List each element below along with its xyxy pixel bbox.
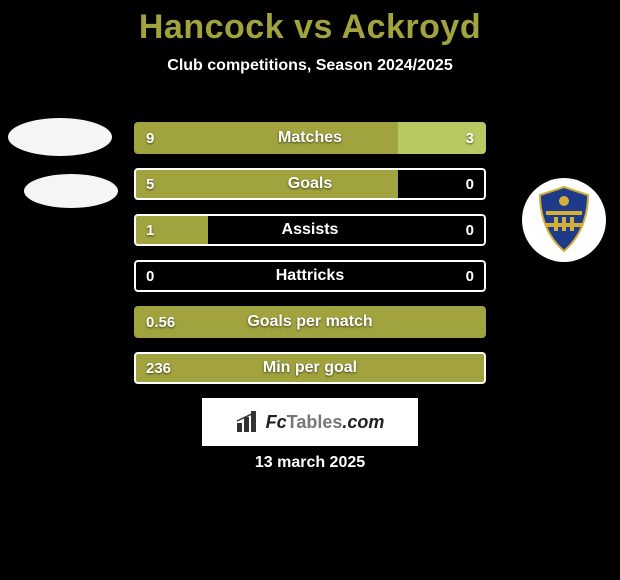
subtitle: Club competitions, Season 2024/2025 <box>0 57 620 75</box>
bar-left-fill <box>134 306 486 338</box>
bar-value-right: 0 <box>454 214 486 246</box>
bar-value-right: 0 <box>454 168 486 200</box>
bar-border <box>134 260 486 292</box>
bar-label: Hattricks <box>134 260 486 292</box>
bar-value-left: 0 <box>134 260 166 292</box>
page-title: Hancock vs Ackroyd <box>0 0 620 47</box>
shield-icon <box>534 185 594 255</box>
team-crest-left-1 <box>8 118 112 156</box>
logo-text: FcTables.com <box>266 412 385 433</box>
stat-bar: Matches93 <box>134 122 486 154</box>
bar-left-fill <box>134 214 208 246</box>
bar-value-right: 0 <box>454 260 486 292</box>
bar-left-fill <box>134 122 398 154</box>
fctables-logo: FcTables.com <box>202 398 418 446</box>
stat-bar: Min per goal236 <box>134 352 486 384</box>
stat-bar: Assists10 <box>134 214 486 246</box>
stat-bar: Goals per match0.56 <box>134 306 486 338</box>
stat-bar: Hattricks0 0 <box>134 260 486 292</box>
bar-left-fill <box>134 168 398 200</box>
bar-left-fill <box>134 352 486 384</box>
stats-bars: Matches93Goals50Assists10Hattricks00Goal… <box>134 122 486 398</box>
team-crest-left-2 <box>24 174 118 208</box>
stat-bar: Goals50 <box>134 168 486 200</box>
bar-right-fill <box>398 122 486 154</box>
generation-date: 13 march 2025 <box>0 454 620 472</box>
bar-chart-icon <box>236 411 260 433</box>
team-crest-right <box>522 178 606 262</box>
